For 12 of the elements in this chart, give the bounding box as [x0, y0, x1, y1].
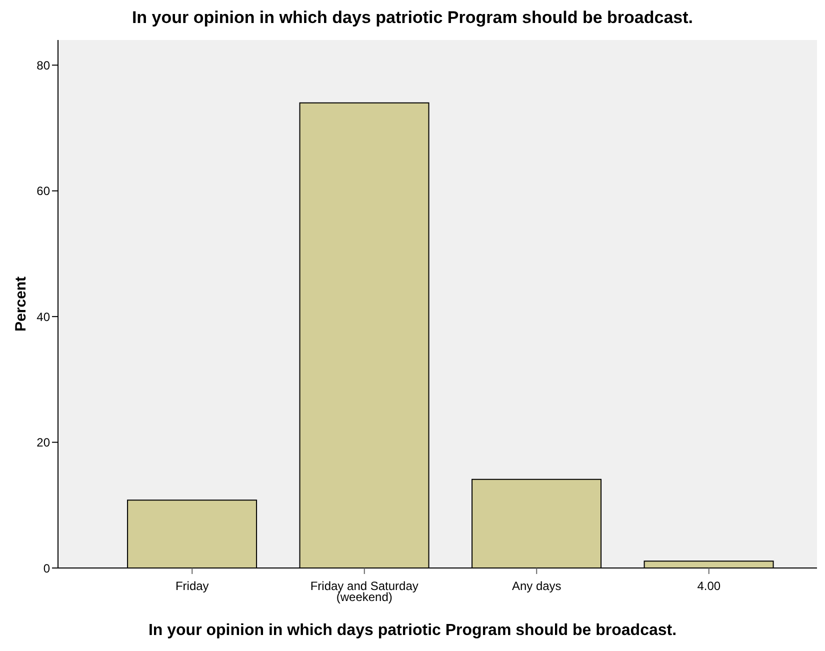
y-tick-label: 20: [36, 436, 50, 450]
y-axis-title: Percent: [12, 276, 30, 332]
x-axis-title: In your opinion in which days patriotic Program should be broadcast.: [147, 622, 678, 640]
y-tick-label: 0: [43, 561, 50, 576]
x-tick-label: Any days: [512, 579, 562, 593]
y-tick-label: 80: [36, 58, 50, 72]
x-tick-label: Friday: [175, 579, 209, 593]
x-tick-label: Friday and Saturday (weekend): [310, 579, 418, 604]
chart-title: In your opinion in which days patriotic Program should be broadcast.: [130, 8, 694, 29]
y-tick-label: 40: [36, 310, 50, 324]
y-tick-label: 60: [36, 184, 50, 198]
x-tick-label: 4.00: [697, 579, 721, 593]
